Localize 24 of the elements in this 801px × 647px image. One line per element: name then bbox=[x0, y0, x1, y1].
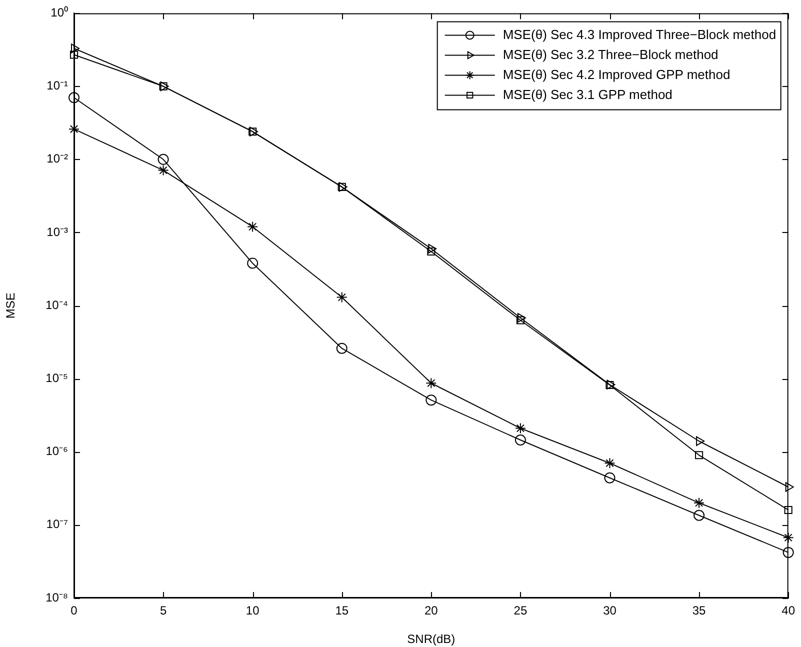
x-axis-title: SNR(dB) bbox=[407, 632, 456, 646]
y-tick-label: 10⁻⁵ bbox=[46, 371, 68, 386]
legend-label: MSE(θ) Sec 4.3 Improved Three−Block method bbox=[502, 26, 776, 42]
legend-label: MSE(θ) Sec 3.2 Three−Block method bbox=[502, 46, 718, 62]
y-tick-label: 10⁻¹ bbox=[46, 78, 68, 93]
x-tick-label: 35 bbox=[692, 604, 706, 618]
y-tick-label: 10⁰ bbox=[50, 6, 68, 20]
y-tick-label: 10⁻⁶ bbox=[46, 444, 68, 458]
x-tick-label: 25 bbox=[514, 604, 528, 618]
y-tick-label: 10⁻² bbox=[46, 152, 68, 166]
y-tick-label: 10⁻³ bbox=[46, 224, 68, 239]
y-axis-title: MSE bbox=[4, 292, 18, 319]
x-tick-label: 0 bbox=[70, 604, 78, 618]
y-tick-label: 10⁻⁸ bbox=[46, 590, 68, 604]
y-tick-label: 10⁻⁷ bbox=[46, 517, 68, 532]
x-tick-label: 40 bbox=[782, 604, 796, 618]
x-tick-label: 10 bbox=[246, 604, 260, 618]
x-tick-label: 5 bbox=[160, 604, 167, 618]
legend-label: MSE(θ) Sec 4.2 Improved GPP method bbox=[502, 66, 730, 82]
y-tick-label: 10⁻⁴ bbox=[45, 298, 68, 312]
legend-label: MSE(θ) Sec 3.1 GPP method bbox=[502, 86, 672, 102]
x-tick-label: 30 bbox=[603, 604, 617, 618]
x-tick-label: 20 bbox=[424, 604, 438, 618]
x-tick-label: 15 bbox=[335, 604, 349, 618]
